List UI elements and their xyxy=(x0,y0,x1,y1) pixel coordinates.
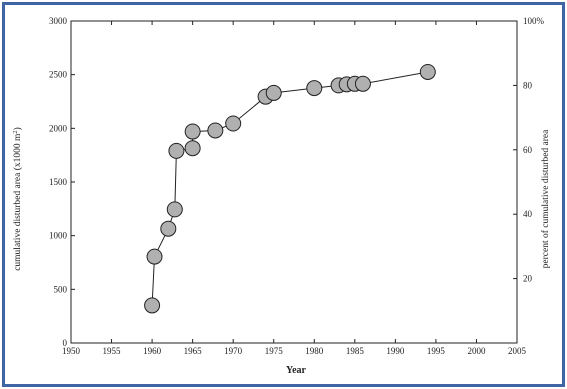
x-tick-label: 1980 xyxy=(305,346,324,356)
y-axis-label-base: cumulative disturbed area (x1000 m xyxy=(12,133,23,271)
data-point xyxy=(160,220,177,237)
x-tick-label: 1970 xyxy=(224,346,243,356)
y-tick-label: 3000 xyxy=(49,16,68,26)
x-tick-label: 1995 xyxy=(427,346,446,356)
data-point xyxy=(168,142,185,159)
x-tick-label: 1990 xyxy=(386,346,405,356)
data-point xyxy=(306,80,323,97)
data-point xyxy=(184,140,201,157)
x-tick-label: 1950 xyxy=(62,346,81,356)
x-axis-label: Year xyxy=(286,365,307,376)
y2-tick-label: 20 xyxy=(523,274,533,284)
data-point xyxy=(146,248,163,265)
y-tick-label: 0 xyxy=(63,338,68,348)
y-tick-label: 500 xyxy=(54,284,68,294)
x-tick-label: 1955 xyxy=(103,346,122,356)
y-axis-ticks: 0 500 1000 1500 2000 2500 3000 xyxy=(49,16,75,348)
data-point xyxy=(166,201,183,218)
data-point xyxy=(144,297,161,314)
x-axis-ticks: 1950 1955 1960 1965 1970 1975 1980 1985 1990 1995… xyxy=(62,21,527,356)
y2-axis-ticks: 20 40 60 80 100% xyxy=(513,16,545,284)
data-point xyxy=(207,122,224,139)
data-series xyxy=(144,63,436,314)
data-point xyxy=(265,84,282,101)
plot-area-border xyxy=(70,20,518,344)
x-tick-label: 2005 xyxy=(508,346,527,356)
y-tick-label: 2000 xyxy=(49,123,68,133)
x-tick-label: 2000 xyxy=(467,346,486,356)
y-tick-label: 2500 xyxy=(49,70,68,80)
data-point xyxy=(419,63,436,80)
y-axis-label-end: ) xyxy=(12,127,23,130)
chart: 1950 1955 1960 1965 1970 1975 1980 1985 1990 1995… xyxy=(12,16,552,376)
y2-tick-label: 80 xyxy=(523,80,533,90)
y2-tick-label: 40 xyxy=(523,209,533,219)
y-axis-label-sup: 2 xyxy=(12,130,19,133)
y-tick-label: 1500 xyxy=(49,177,68,187)
y2-axis-label: percent of cumulative disturbed area xyxy=(540,129,551,269)
data-point xyxy=(184,123,201,140)
data-point xyxy=(354,75,371,92)
x-tick-label: 1960 xyxy=(143,346,162,356)
plot-axes xyxy=(70,20,518,344)
y2-tick-label: 100% xyxy=(523,16,545,26)
y-axis-label: cumulative disturbed area (x1000 m2) xyxy=(12,127,24,271)
x-tick-label: 1975 xyxy=(265,346,284,356)
x-tick-label: 1965 xyxy=(184,346,203,356)
y-tick-label: 1000 xyxy=(49,231,68,241)
series-line xyxy=(151,71,428,306)
data-point xyxy=(225,115,242,132)
x-tick-label: 1985 xyxy=(346,346,365,356)
y2-tick-label: 60 xyxy=(523,145,533,155)
